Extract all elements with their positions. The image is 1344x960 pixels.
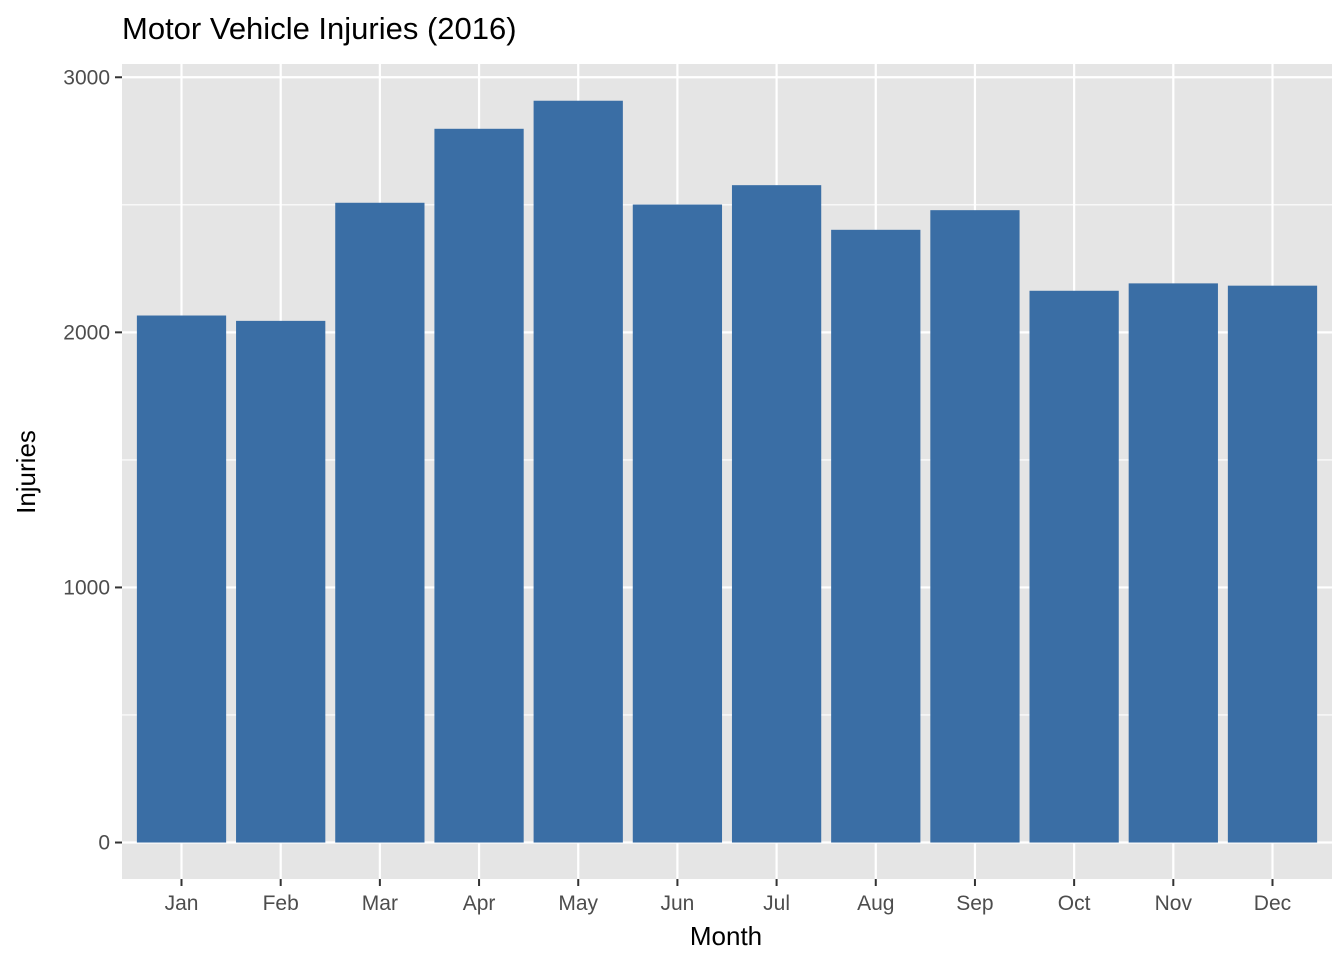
bar-oct <box>1029 290 1119 843</box>
bar-mar <box>335 202 425 843</box>
bar-apr <box>434 128 524 843</box>
x-tick-label-jan: Jan <box>165 892 199 915</box>
bar-feb <box>236 320 326 843</box>
bar-aug <box>831 229 921 843</box>
x-tick-label-apr: Apr <box>463 892 496 915</box>
bar-dec <box>1227 285 1318 843</box>
x-tick-label-aug: Aug <box>857 892 894 915</box>
chart-title: Motor Vehicle Injuries (2016) <box>122 11 517 46</box>
x-tick-label-oct: Oct <box>1058 892 1091 915</box>
y-tick-label-2000: 2000 <box>63 321 110 344</box>
bar-nov <box>1128 283 1218 843</box>
x-tick-label-sep: Sep <box>956 892 993 915</box>
bars <box>136 100 1318 843</box>
bar-jul <box>731 185 822 843</box>
x-axis-title: Month <box>690 921 762 951</box>
x-tick-label-jun: Jun <box>660 892 694 915</box>
x-tick-label-jul: Jul <box>763 892 790 915</box>
bar-jan <box>136 315 227 843</box>
y-axis-title: Injuries <box>11 430 41 514</box>
x-tick-label-feb: Feb <box>263 892 299 915</box>
bar-jun <box>632 204 723 843</box>
x-tick-label-may: May <box>558 892 598 915</box>
x-tick-label-dec: Dec <box>1254 892 1291 915</box>
bar-may <box>533 100 623 843</box>
bar-sep <box>930 210 1020 843</box>
y-tick-label-3000: 3000 <box>63 66 110 89</box>
x-tick-label-mar: Mar <box>362 892 398 915</box>
x-tick-label-nov: Nov <box>1155 892 1193 915</box>
y-tick-label-0: 0 <box>98 832 110 855</box>
y-tick-label-1000: 1000 <box>63 576 110 599</box>
axis-ticks: 0 1000 2000 3000 Jan Feb Mar Apr May Jun Jul Aug Sep… <box>63 66 1291 915</box>
